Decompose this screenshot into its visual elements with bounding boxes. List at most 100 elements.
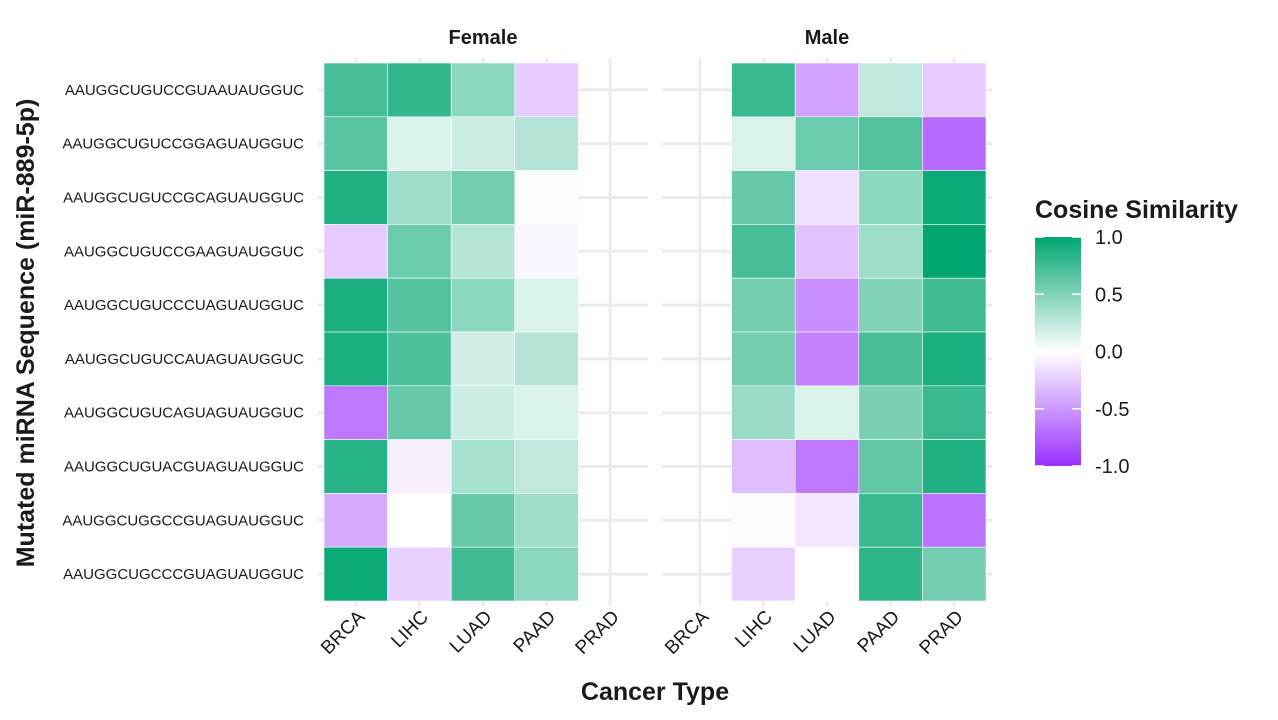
- facet-label-male: Male: [805, 27, 849, 49]
- heatmap-cell-male-paad-3: [858, 224, 923, 279]
- heatmap-cell-male-lihc-9: [731, 546, 796, 602]
- heatmap-cell-male-luad-9: [794, 546, 860, 602]
- y-tick-label: AAUGGCUGUCAGUAGUAUGGUC: [64, 405, 304, 422]
- heatmap-cell-male-lihc-8: [731, 493, 796, 548]
- heatmap-cell-female-luad-5: [450, 331, 516, 387]
- legend-tick-label: 0.0: [1095, 342, 1123, 364]
- x-tick-label: LIHC: [731, 607, 776, 652]
- heatmap-cell-female-brca-4: [323, 277, 388, 333]
- heatmap-cell-male-lihc-6: [731, 385, 796, 440]
- heatmap-cell-male-luad-0: [794, 62, 860, 118]
- legend: Cosine Similarity 1.0 0.5 0.0 -0.5 -1.0: [1035, 196, 1238, 478]
- legend-tick-label: -1.0: [1095, 456, 1129, 478]
- heatmap-cell-female-lihc-9: [387, 546, 452, 602]
- heatmap-cell-female-luad-7: [450, 439, 516, 494]
- heatmap-cell-female-lihc-1: [387, 116, 452, 171]
- heatmap-cell-male-lihc-0: [731, 62, 796, 118]
- y-tick-label: AAUGGCUGUCCGGAGUAUGGUC: [62, 136, 304, 153]
- heatmap-cell-male-luad-2: [794, 170, 860, 225]
- heatmap-cell-male-luad-8: [794, 493, 860, 548]
- y-tick-label: AAUGGCUGCCCGUAGUAUGGUC: [63, 566, 304, 583]
- heatmap-cell-female-brca-8: [323, 493, 388, 548]
- x-tick-label: LIHC: [387, 607, 432, 652]
- heatmap-cell-female-brca-6: [323, 385, 388, 440]
- heatmap-cell-female-luad-2: [450, 170, 516, 225]
- heatmap-cell-male-paad-5: [858, 331, 923, 387]
- x-tick-label: LUAD: [790, 607, 841, 658]
- row-labels: AAUGGCUGUCCGUAAUAUGGUC AAUGGCUGUCCGGAGUAU…: [62, 82, 304, 583]
- heatmap-cell-male-luad-5: [794, 331, 860, 387]
- x-tick-label: LUAD: [446, 607, 497, 658]
- heatmap-cell-female-brca-5: [323, 331, 388, 387]
- heatmap-cell-male-prad-5: [922, 331, 987, 387]
- x-tick-label: PAAD: [510, 607, 560, 657]
- heatmap-cell-female-paad-9: [514, 546, 579, 602]
- y-tick-label: AAUGGCUGUACGUAGUAUGGUC: [64, 459, 304, 476]
- heatmap-cell-male-lihc-4: [731, 277, 796, 333]
- y-tick-label: AAUGGCUGUCCGCAGUAUGGUC: [63, 190, 304, 207]
- heatmap-cell-female-paad-1: [514, 116, 579, 171]
- heatmap-cell-male-lihc-3: [731, 224, 796, 279]
- heatmap-cell-female-paad-0: [514, 62, 579, 118]
- heatmap-cell-female-lihc-6: [387, 385, 452, 440]
- heatmap-cell-male-prad-9: [922, 546, 987, 602]
- heatmap-cell-female-luad-9: [450, 546, 516, 602]
- heatmap-cell-female-brca-7: [323, 439, 388, 494]
- heatmap-cell-female-luad-6: [450, 385, 516, 440]
- legend-ticks: 1.0 0.5 0.0 -0.5 -1.0: [1035, 227, 1129, 478]
- heatmap-cell-male-luad-1: [794, 116, 860, 171]
- legend-title: Cosine Similarity: [1035, 196, 1238, 224]
- x-tick-label: BRCA: [317, 606, 369, 658]
- heatmap-cell-male-lihc-1: [731, 116, 796, 171]
- heatmap-cell-female-luad-4: [450, 277, 516, 333]
- heatmap-cell-female-brca-2: [323, 170, 388, 225]
- heatmap-cell-female-paad-7: [514, 439, 579, 494]
- legend-tick-label: -0.5: [1095, 399, 1129, 421]
- heatmap-cell-female-brca-1: [323, 116, 388, 171]
- heatmap-cell-female-paad-3: [514, 224, 579, 279]
- heatmap-cell-male-paad-6: [858, 385, 923, 440]
- heatmap-cell-female-brca-9: [323, 546, 388, 602]
- heatmap-cell-male-paad-0: [858, 62, 923, 118]
- x-tick-label: BRCA: [661, 606, 713, 658]
- y-axis-title: Mutated miRNA Sequence (miR-889-5p): [12, 99, 40, 568]
- heatmap-cell-male-paad-8: [858, 493, 923, 548]
- heatmap-cell-male-lihc-2: [731, 170, 796, 225]
- heatmap-cell-female-brca-0: [323, 62, 388, 118]
- heatmap-cell-male-prad-0: [922, 62, 987, 118]
- heatmap-cell-male-prad-8: [922, 493, 987, 548]
- x-axis-title: Cancer Type: [581, 678, 729, 706]
- heatmap-cell-female-lihc-4: [387, 277, 452, 333]
- facet-label-female: Female: [449, 27, 518, 49]
- y-tick-label: AAUGGCUGUCCGUAAUAUGGUC: [65, 82, 304, 99]
- heatmap-cell-female-luad-0: [450, 62, 516, 118]
- heatmap-cell-female-luad-3: [450, 224, 516, 279]
- y-tick-label: AAUGGCUGGCCGUAGUAUGGUC: [62, 512, 304, 529]
- heatmap-cell-female-lihc-0: [387, 62, 452, 118]
- heatmap-cell-male-prad-1: [922, 116, 987, 171]
- heatmap-cell-female-paad-6: [514, 385, 579, 440]
- heatmap-cell-female-paad-2: [514, 170, 579, 225]
- heatmap-cell-male-prad-6: [922, 385, 987, 440]
- heatmap-cell-female-paad-8: [514, 493, 579, 548]
- x-tick-label: PAAD: [854, 607, 904, 657]
- heatmap-cell-male-luad-3: [794, 224, 860, 279]
- heatmap-cell-male-paad-2: [858, 170, 923, 225]
- heatmap-cell-female-paad-5: [514, 331, 579, 387]
- heatmap-cell-male-paad-4: [858, 277, 923, 333]
- heatmap-cell-male-prad-3: [922, 224, 987, 279]
- heatmap-cell-male-prad-2: [922, 170, 987, 225]
- x-tick-label: PRAD: [572, 607, 624, 659]
- heatmap-cell-male-paad-1: [858, 116, 923, 171]
- heatmap-cell-female-lihc-5: [387, 331, 452, 387]
- heatmap-cell-female-lihc-2: [387, 170, 452, 225]
- y-tick-label: AAUGGCUGUCCGAAGUAUGGUC: [64, 243, 304, 260]
- heatmap-cell-male-paad-7: [858, 439, 923, 494]
- heatmap-cell-female-luad-8: [450, 493, 516, 548]
- heatmap-cell-female-luad-1: [450, 116, 516, 171]
- heatmap-cell-male-prad-4: [922, 277, 987, 333]
- panel-male: Male BRCA LIHC LUAD PAAD PRAD: [661, 27, 992, 659]
- legend-tick-label: 1.0: [1095, 227, 1123, 249]
